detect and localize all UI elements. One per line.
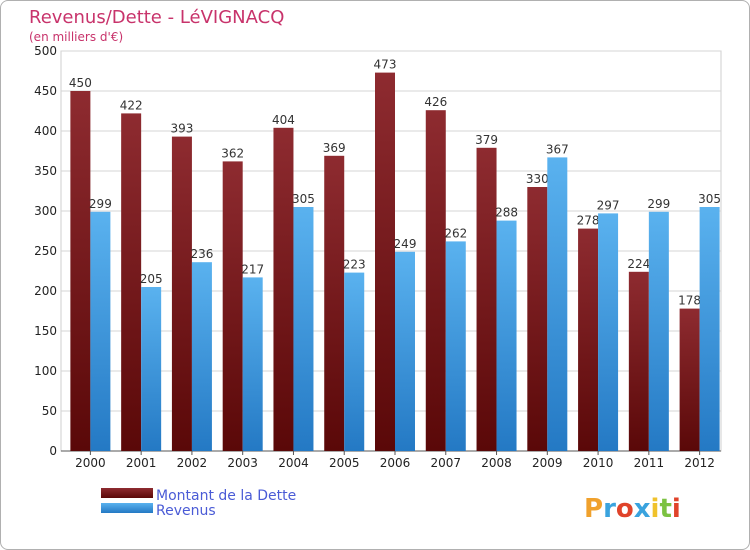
y-axis: 0 50 100 150 200 250 300 350 400 450 500 (34, 44, 721, 458)
x-tick-label: 2009 (532, 456, 563, 470)
revenue-value-label: 236 (190, 247, 213, 261)
debt-value-label: 369 (323, 141, 346, 155)
revenue-bar (598, 213, 619, 451)
revenue-value-label: 297 (597, 198, 620, 212)
logo-letter: r (603, 494, 616, 524)
revenue-value-label: 223 (343, 258, 366, 272)
debt-value-label: 379 (475, 133, 498, 147)
y-tick-label: 250 (34, 244, 57, 258)
revenue-value-label: 288 (495, 206, 518, 220)
debt-bar (527, 187, 548, 451)
debt-value-label: 224 (627, 257, 650, 271)
logo-letter: i (651, 494, 660, 524)
x-tick-label: 2011 (634, 456, 665, 470)
x-tick-label: 2001 (126, 456, 157, 470)
debt-bar (222, 161, 243, 451)
debt-value-label: 404 (272, 113, 295, 127)
x-tick-label: 2012 (684, 456, 715, 470)
debt-value-label: 362 (221, 146, 244, 160)
debt-bar (273, 127, 294, 452)
debt-value-label: 450 (69, 76, 92, 90)
logo-letter: o (616, 494, 634, 524)
bars: 450 299 422 205 393 236 362 217 404 305 369 223 473 2… (69, 58, 721, 452)
revenue-value-label: 262 (444, 226, 467, 240)
logo-letter: t (659, 494, 671, 524)
revenue-bar (293, 207, 314, 451)
revenue-bar (242, 277, 263, 451)
debt-value-label: 393 (170, 122, 193, 136)
x-tick-label: 2008 (481, 456, 512, 470)
debt-value-label: 330 (526, 172, 549, 186)
revenue-bar (445, 241, 466, 451)
revenue-bar (496, 220, 517, 451)
debt-value-label: 178 (678, 294, 701, 308)
debt-bar (375, 72, 395, 451)
revenue-bar (90, 211, 111, 451)
debt-bar (628, 271, 649, 451)
x-tick-label: 2006 (380, 456, 411, 470)
y-tick-label: 50 (42, 404, 57, 418)
x-tick-label: 2010 (583, 456, 614, 470)
debt-value-label: 422 (120, 98, 143, 112)
chart-subtitle: (en milliers d'€) (29, 30, 123, 44)
debt-bar (578, 228, 599, 451)
y-tick-label: 350 (34, 164, 57, 178)
debt-value-label: 473 (374, 58, 397, 72)
logo-letter: x (634, 494, 651, 524)
revenue-bar (648, 211, 669, 451)
revenue-bar (344, 272, 365, 451)
y-tick-label: 0 (49, 444, 57, 458)
legend-swatch-revenue (101, 503, 153, 513)
revenue-value-label: 299 (647, 197, 670, 211)
y-tick-label: 100 (34, 364, 57, 378)
debt-bar (70, 91, 91, 451)
revenue-bar (191, 262, 212, 451)
debt-bar (171, 136, 192, 451)
x-tick-label: 2002 (177, 456, 208, 470)
logo-text: Proxiti (584, 494, 681, 524)
debt-bar (679, 308, 700, 451)
debt-bar (121, 113, 142, 452)
y-tick-label: 400 (34, 124, 57, 138)
debt-value-label: 278 (577, 214, 600, 228)
legend-swatch-debt (101, 488, 153, 498)
legend-label-debt: Montant de la Dette (156, 488, 296, 504)
revenue-value-label: 217 (241, 262, 264, 276)
y-tick-label: 500 (34, 44, 57, 58)
chart-title: Revenus/Dette - LéVIGNACQ (29, 7, 284, 28)
revenue-bar (395, 251, 415, 451)
logo-letter: i (672, 494, 681, 524)
revenue-value-label: 367 (546, 142, 569, 156)
revenue-bar (699, 207, 720, 451)
y-tick-label: 450 (34, 84, 57, 98)
debt-value-label: 426 (424, 95, 447, 109)
revenue-value-label: 205 (140, 272, 163, 286)
x-tick-label: 2000 (75, 456, 106, 470)
debt-bar (425, 110, 446, 451)
x-tick-label: 2003 (227, 456, 258, 470)
x-tick-label: 2004 (278, 456, 309, 470)
revenue-value-label: 305 (698, 192, 721, 206)
legend-label-revenue: Revenus (156, 503, 216, 519)
proxiti-logo: Proxiti (584, 494, 681, 524)
x-tick-label: 2005 (329, 456, 360, 470)
revenue-value-label: 249 (394, 237, 417, 251)
debt-bar (476, 147, 497, 452)
revenue-value-label: 305 (292, 192, 315, 206)
debt-bar (324, 155, 345, 452)
y-tick-label: 300 (34, 204, 57, 218)
logo-letter: P (584, 494, 603, 524)
revenue-bar (141, 287, 162, 451)
revenue-value-label: 299 (89, 197, 112, 211)
revenue-bar (547, 157, 568, 451)
x-tick-label: 2007 (430, 456, 461, 470)
x-axis: 2000 2001 2002 2003 2004 2005 2006 2007 2008 2009… (75, 451, 715, 470)
y-tick-label: 200 (34, 284, 57, 298)
y-tick-label: 150 (34, 324, 57, 338)
